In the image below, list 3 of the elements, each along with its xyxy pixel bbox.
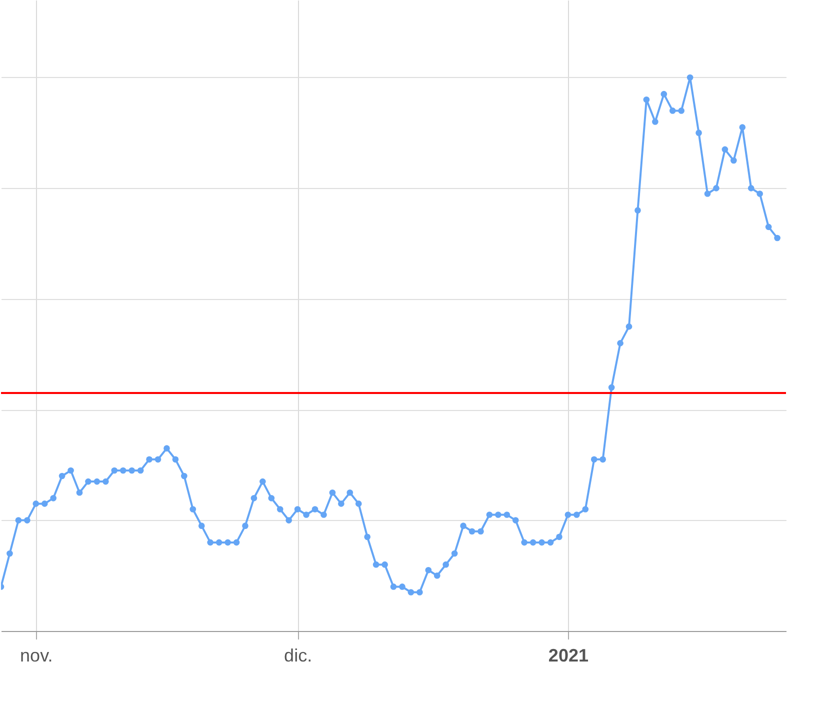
x-tick-label: nov. — [20, 646, 53, 666]
x-tick-label: dic. — [284, 646, 312, 666]
x-tick-label: 2021 — [548, 646, 588, 666]
